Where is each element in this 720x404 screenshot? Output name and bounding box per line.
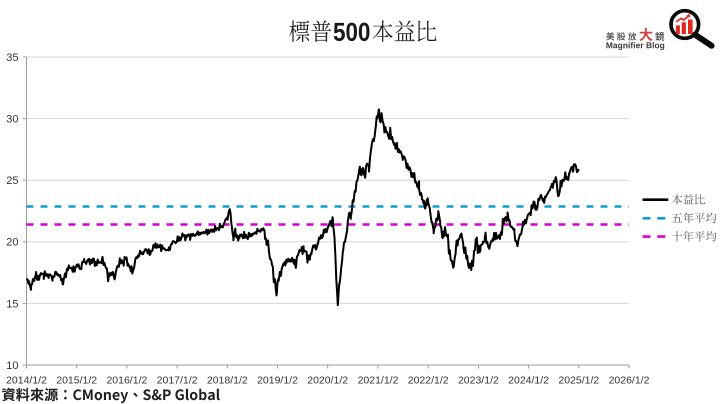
svg-text:2020/1/2: 2020/1/2 <box>307 374 348 386</box>
svg-text:2014/1/2: 2014/1/2 <box>6 374 47 386</box>
svg-text:2015/1/2: 2015/1/2 <box>56 374 97 386</box>
svg-text:2016/1/2: 2016/1/2 <box>106 374 147 386</box>
svg-text:15: 15 <box>6 298 18 310</box>
svg-text:2026/1/2: 2026/1/2 <box>609 374 650 386</box>
svg-text:2018/1/2: 2018/1/2 <box>207 374 248 386</box>
svg-text:25: 25 <box>6 175 18 187</box>
svg-text:2022/1/2: 2022/1/2 <box>408 374 449 386</box>
svg-text:2019/1/2: 2019/1/2 <box>257 374 298 386</box>
svg-text:2017/1/2: 2017/1/2 <box>157 374 198 386</box>
svg-text:2021/1/2: 2021/1/2 <box>358 374 399 386</box>
svg-text:2025/1/2: 2025/1/2 <box>558 374 599 386</box>
svg-text:2023/1/2: 2023/1/2 <box>458 374 499 386</box>
svg-text:10: 10 <box>6 360 18 372</box>
svg-text:2024/1/2: 2024/1/2 <box>508 374 549 386</box>
svg-text:20: 20 <box>6 237 18 249</box>
svg-text:35: 35 <box>6 52 18 64</box>
svg-text:30: 30 <box>6 114 18 126</box>
